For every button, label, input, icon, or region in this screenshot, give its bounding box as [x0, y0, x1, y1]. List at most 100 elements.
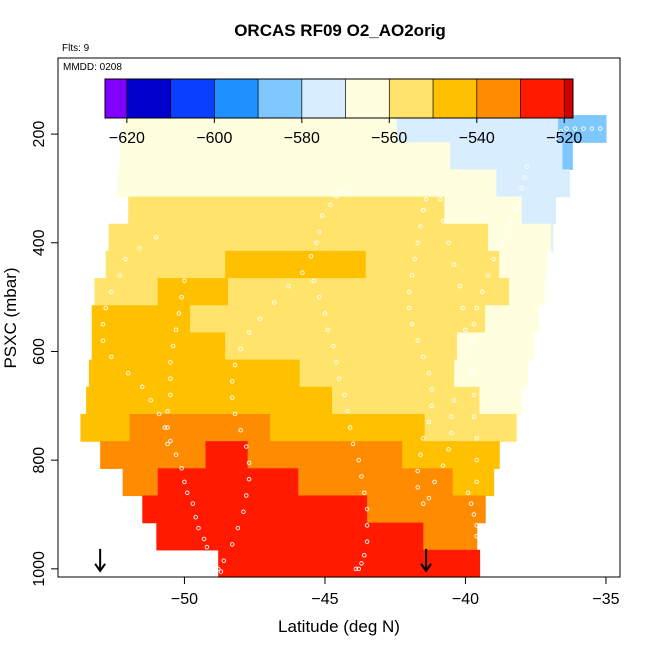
heatmap-cell	[330, 250, 339, 279]
flight-track-point	[148, 398, 153, 403]
heatmap-cell	[253, 332, 261, 361]
heatmap-cell	[472, 386, 481, 415]
heatmap-cell	[386, 305, 395, 334]
colorbar-segment	[115, 79, 121, 118]
heatmap-cell	[289, 196, 298, 225]
heatmap-cell	[219, 441, 228, 469]
heatmap-cell	[275, 386, 284, 415]
heatmap-cell	[340, 413, 349, 442]
flight-track-point	[426, 419, 432, 425]
heatmap-cell	[281, 305, 290, 334]
heatmap-cell	[407, 250, 416, 279]
colorbar-segment	[542, 79, 551, 118]
heatmap-cell	[270, 413, 278, 442]
flight-track-point	[362, 553, 367, 558]
heatmap-cell	[192, 223, 201, 252]
colorbar-segment	[265, 79, 274, 118]
heatmap-cell	[147, 250, 156, 279]
heatmap-cell	[451, 522, 460, 551]
heatmap-cell	[416, 441, 424, 469]
heatmap-cell	[211, 142, 219, 171]
heatmap-cell	[281, 549, 290, 578]
flight-track-point	[415, 485, 420, 490]
colorbar-segment	[330, 79, 339, 118]
heatmap-cell	[376, 359, 385, 388]
heatmap-cell	[309, 305, 318, 334]
heatmap-cell	[544, 115, 552, 143]
heatmap-cell	[206, 468, 215, 497]
y-axis-label: PSXC (mbar)	[1, 267, 20, 368]
heatmap-cell	[360, 522, 368, 551]
heatmap-cell	[368, 413, 377, 442]
heatmap-cell	[516, 278, 524, 306]
heatmap-cell	[249, 413, 257, 442]
heatmap-cell	[424, 115, 433, 143]
heatmap-cell	[344, 250, 353, 279]
heatmap-cell	[534, 305, 540, 334]
heatmap-cell	[409, 522, 417, 551]
heatmap-cell	[503, 359, 512, 388]
heatmap-cell	[169, 250, 177, 279]
heatmap-cell	[226, 441, 235, 469]
heatmap-cell	[317, 386, 326, 415]
colorbar-segment	[396, 79, 405, 118]
heatmap-cell	[435, 305, 444, 334]
heatmap-cell	[274, 142, 282, 171]
heatmap-cell	[199, 413, 208, 442]
heatmap-cell	[135, 196, 143, 225]
heatmap-cell	[105, 305, 114, 334]
heatmap-cell	[395, 441, 403, 469]
heatmap-cell	[229, 359, 238, 388]
heatmap-cell	[452, 413, 461, 442]
flight-track-point	[482, 558, 488, 563]
heatmap-cell	[374, 495, 382, 524]
heatmap-cell	[261, 522, 270, 551]
heatmap-cell	[236, 359, 245, 388]
heatmap-cell	[197, 142, 205, 171]
flight-track-point	[446, 240, 451, 246]
heatmap-cell	[212, 441, 221, 469]
heatmap-cell	[303, 196, 312, 225]
heatmap-cell	[379, 250, 388, 279]
flight-track-point	[162, 425, 168, 430]
flight-track-point	[241, 509, 246, 515]
heatmap-cell	[341, 169, 350, 198]
colorbar-segment	[243, 79, 252, 118]
heatmap-cell	[410, 223, 419, 252]
heatmap-cell	[133, 250, 142, 279]
heatmap-cell	[337, 332, 346, 361]
flight-track-point	[359, 474, 364, 479]
heatmap-cell	[537, 115, 545, 143]
heatmap-cell	[108, 278, 117, 306]
colorbar-segment	[570, 79, 573, 118]
heatmap-cell	[267, 142, 275, 171]
heatmap-cell	[254, 441, 263, 469]
flight-track-point	[345, 188, 350, 194]
heatmap-cell	[485, 305, 493, 334]
heatmap-cell	[233, 522, 242, 551]
flight-track-point	[496, 240, 502, 246]
heatmap-cell	[419, 169, 427, 198]
flight-track-point	[451, 262, 457, 267]
heatmap-cell	[331, 441, 340, 469]
heatmap-cell	[393, 332, 402, 361]
flight-track-point	[350, 441, 356, 447]
heatmap-cell	[334, 169, 343, 198]
heatmap-cell	[152, 359, 160, 388]
heatmap-cell	[416, 196, 424, 225]
heatmap-cell	[402, 441, 410, 469]
heatmap-cell	[233, 386, 242, 415]
heatmap-cell	[271, 359, 280, 388]
heatmap-cell	[348, 169, 357, 198]
heatmap-cell	[180, 359, 188, 388]
heatmap-cell	[298, 115, 306, 143]
heatmap-cell	[240, 386, 249, 415]
heatmap-cell	[486, 196, 495, 225]
heatmap-cell	[157, 413, 166, 442]
heatmap-cell	[94, 278, 103, 306]
heatmap-cell	[509, 413, 517, 442]
flight-track-point	[300, 270, 305, 275]
heatmap-cell	[466, 413, 475, 442]
flight-track-point	[555, 131, 561, 137]
flight-track-point	[317, 294, 322, 300]
